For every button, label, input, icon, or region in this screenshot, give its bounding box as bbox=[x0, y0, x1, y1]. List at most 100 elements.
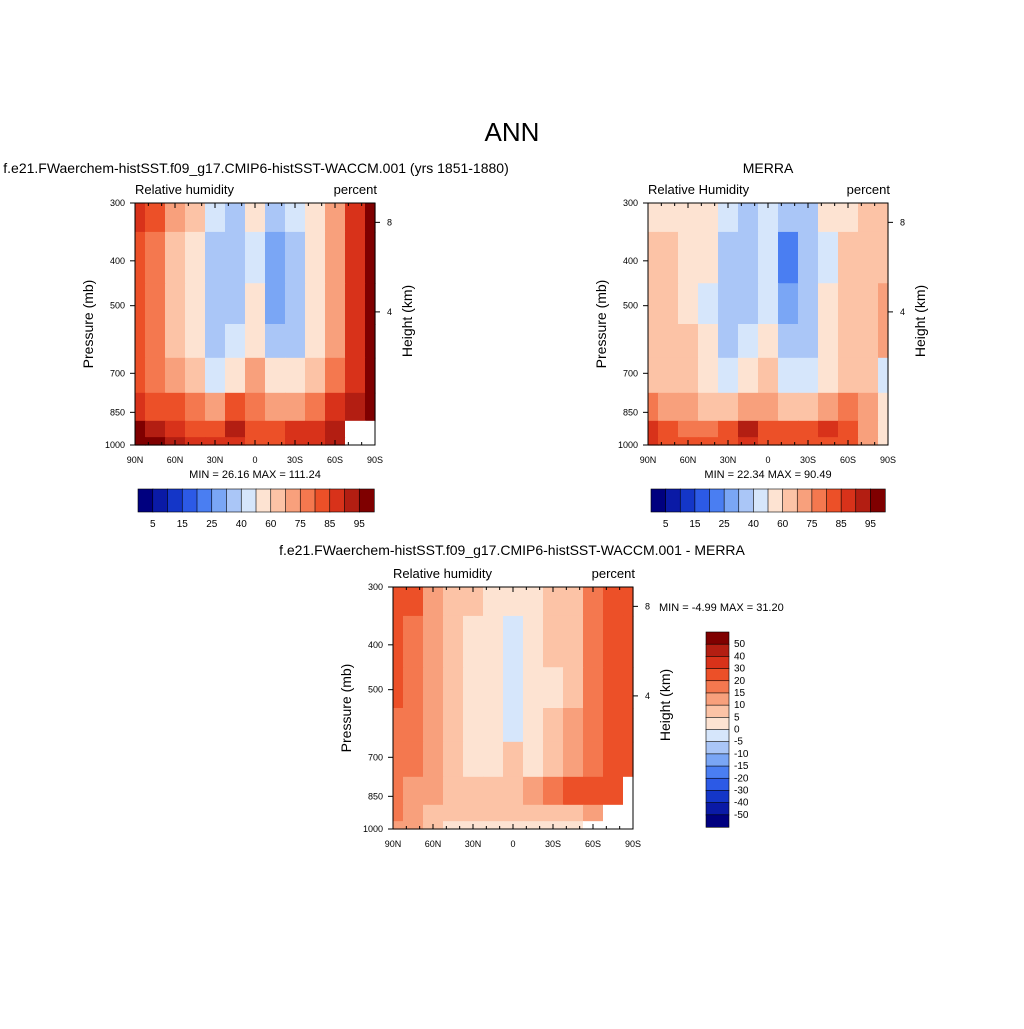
heatmap-cell bbox=[225, 203, 246, 233]
colorbar-swatch bbox=[358, 488, 375, 513]
heatmap-cells bbox=[648, 203, 889, 446]
heatmap-cell bbox=[738, 324, 759, 359]
heatmap-cell bbox=[205, 283, 226, 325]
colorbar-swatch bbox=[753, 488, 769, 513]
heatmap-cell bbox=[403, 615, 424, 668]
heatmap-cell bbox=[563, 667, 584, 709]
heatmap-cell bbox=[205, 420, 226, 438]
heatmap-cell bbox=[165, 324, 186, 359]
heatmap-cell bbox=[393, 741, 404, 778]
colorbar bbox=[137, 488, 375, 513]
colorbar-swatch bbox=[870, 488, 886, 513]
colorbar-label: 40 bbox=[734, 651, 746, 662]
heatmap-cell bbox=[718, 392, 739, 422]
colorbar-label: 5 bbox=[663, 519, 669, 530]
heatmap-cell bbox=[878, 203, 889, 233]
heatmap-cell bbox=[503, 708, 524, 743]
heatmap-cell bbox=[818, 420, 839, 438]
heatmap-cell bbox=[543, 708, 564, 743]
heatmap-cell bbox=[145, 324, 166, 359]
heatmap-cell bbox=[265, 420, 286, 438]
y-tick-label: 400 bbox=[110, 256, 125, 266]
heatmap-cell bbox=[503, 776, 524, 806]
x-tick-label: 0 bbox=[510, 839, 515, 849]
heatmap-cell bbox=[225, 392, 246, 422]
heatmap-cell bbox=[778, 437, 799, 446]
heatmap-cell bbox=[403, 821, 424, 830]
heatmap-cell bbox=[858, 231, 879, 284]
height-tick-label: 4 bbox=[900, 307, 905, 317]
colorbar-label: 75 bbox=[806, 519, 818, 530]
heatmap-cell bbox=[603, 776, 624, 806]
heatmap-cell bbox=[463, 804, 484, 822]
heatmap-cell bbox=[718, 203, 739, 233]
y-tick-label: 850 bbox=[623, 407, 638, 417]
colorbar-swatch bbox=[705, 777, 730, 792]
heatmap-cell bbox=[135, 392, 146, 422]
heatmap-cell bbox=[165, 283, 186, 325]
heatmap-cell bbox=[185, 283, 206, 325]
colorbar-label: 95 bbox=[865, 519, 877, 530]
colorbar-swatch bbox=[705, 631, 730, 645]
colorbar-label: 60 bbox=[265, 519, 277, 530]
heatmap-cell bbox=[858, 357, 879, 394]
x-tick-label: 60N bbox=[425, 839, 442, 849]
heatmap-cell bbox=[648, 420, 659, 438]
heatmap-cell bbox=[698, 392, 719, 422]
heatmap-cell bbox=[325, 231, 346, 284]
heatmap-cell bbox=[483, 708, 504, 743]
colorbar-swatch bbox=[137, 488, 154, 513]
heatmap-cell bbox=[205, 357, 226, 394]
x-tick-label: 30S bbox=[800, 455, 816, 465]
heatmap-cell bbox=[245, 324, 266, 359]
heatmap-cell bbox=[135, 420, 146, 438]
heatmap-cell bbox=[225, 437, 246, 446]
heatmap-cell bbox=[818, 231, 839, 284]
heatmap-cell bbox=[285, 392, 306, 422]
colorbar-label: 15 bbox=[734, 688, 746, 699]
heatmap-cell bbox=[365, 437, 376, 446]
colorbar-swatch bbox=[650, 488, 667, 513]
colorbar-swatch bbox=[196, 488, 213, 513]
colorbar-label: 25 bbox=[719, 519, 731, 530]
heatmap-cell bbox=[838, 392, 859, 422]
figure-title: ANN bbox=[485, 117, 540, 147]
heatmap-cell bbox=[818, 392, 839, 422]
heatmap-cell bbox=[623, 821, 634, 830]
heatmap-cell bbox=[758, 420, 779, 438]
colorbar-swatch bbox=[285, 488, 301, 513]
heatmap-cell bbox=[658, 203, 679, 233]
heatmap-cell bbox=[365, 357, 376, 394]
heatmap-cell bbox=[798, 420, 819, 438]
panel-title: f.e21.FWaerchem-histSST.f09_g17.CMIP6-hi… bbox=[3, 160, 508, 176]
heatmap-cell bbox=[648, 231, 659, 284]
heatmap-cell bbox=[305, 283, 326, 325]
colorbar-swatch bbox=[705, 790, 730, 804]
heatmap-cell bbox=[165, 420, 186, 438]
heatmap-cell bbox=[325, 420, 346, 438]
heatmap-cell bbox=[523, 615, 544, 668]
heatmap-cell bbox=[738, 283, 759, 325]
heatmap-cell bbox=[858, 283, 879, 325]
colorbar-label: -10 bbox=[734, 749, 749, 760]
heatmap-cell bbox=[563, 708, 584, 743]
heatmap-cell bbox=[165, 357, 186, 394]
heatmap-cell bbox=[858, 392, 879, 422]
heatmap-cell bbox=[443, 804, 464, 822]
min-max-stats: MIN = 26.16 MAX = 111.24 bbox=[189, 469, 321, 481]
colorbar-swatch bbox=[270, 488, 287, 513]
colorbar-swatch bbox=[705, 656, 730, 670]
heatmap-cell bbox=[185, 324, 206, 359]
heatmap-cell bbox=[523, 776, 544, 806]
colorbar-label: 20 bbox=[734, 676, 746, 687]
heatmap-cell bbox=[798, 392, 819, 422]
colorbar bbox=[705, 631, 730, 828]
heatmap-cell bbox=[543, 804, 564, 822]
panel-variable-label: Relative humidity bbox=[393, 566, 492, 581]
heatmap-cell bbox=[503, 667, 524, 709]
heatmap-cell bbox=[778, 203, 799, 233]
heatmap-cell bbox=[145, 357, 166, 394]
heatmap-cell bbox=[443, 776, 464, 806]
heatmap-cell bbox=[698, 420, 719, 438]
heatmap-cells bbox=[393, 587, 634, 830]
